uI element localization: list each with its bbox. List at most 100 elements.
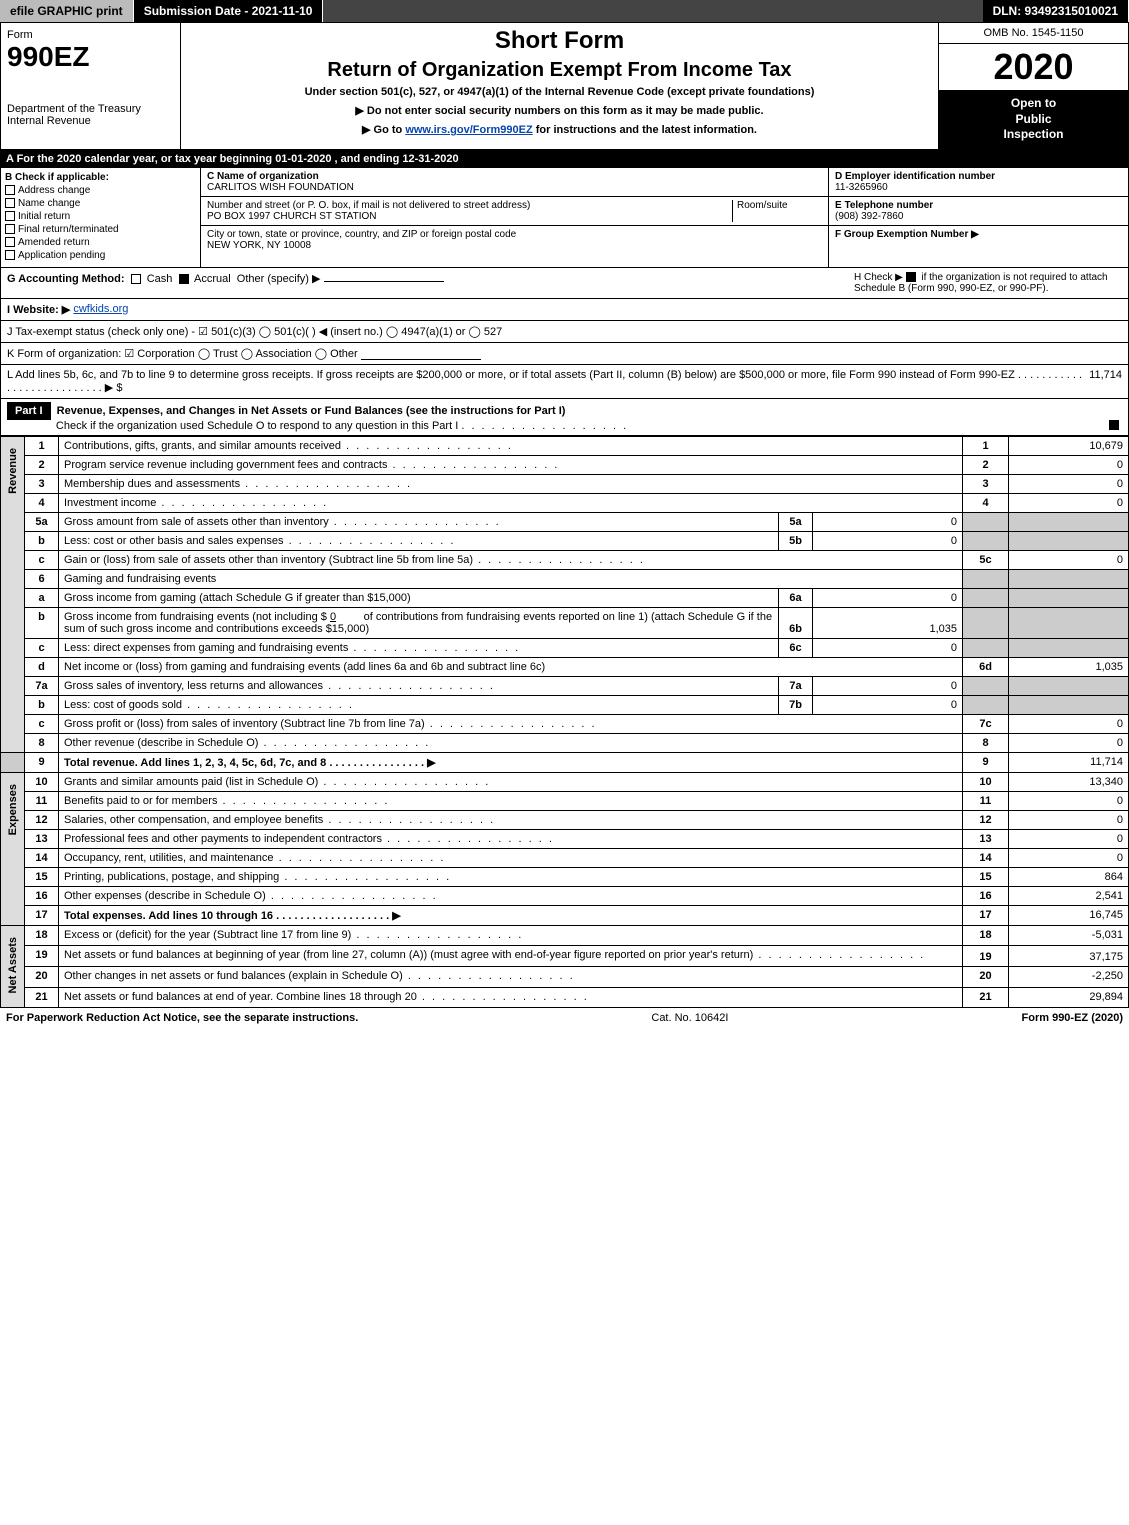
line-21: 21 Net assets or fund balances at end of… bbox=[1, 987, 1129, 1008]
line-num: b bbox=[25, 695, 59, 714]
line-17: 17 Total expenses. Add lines 10 through … bbox=[1, 905, 1129, 925]
chk-name-change[interactable]: Name change bbox=[5, 198, 196, 209]
chk-final-return[interactable]: Final return/terminated bbox=[5, 224, 196, 235]
chk-address-change[interactable]: Address change bbox=[5, 185, 196, 196]
line-18: Net Assets 18 Excess or (deficit) for th… bbox=[1, 925, 1129, 946]
line-6: 6 Gaming and fundraising events bbox=[1, 569, 1129, 588]
open-line3: Inspection bbox=[945, 127, 1122, 143]
line-desc: Less: cost of goods sold bbox=[59, 695, 779, 714]
line-1: Revenue 1 Contributions, gifts, grants, … bbox=[1, 436, 1129, 455]
line-amount: 0 bbox=[1009, 829, 1129, 848]
line-amount: 37,175 bbox=[1009, 946, 1129, 967]
section-c: C Name of organization CARLITOS WISH FOU… bbox=[201, 168, 828, 267]
department-label: Department of the Treasury Internal Reve… bbox=[7, 103, 174, 127]
line-desc: Less: cost or other basis and sales expe… bbox=[59, 531, 779, 550]
mini-ref: 6b bbox=[779, 607, 813, 638]
chk-accrual[interactable] bbox=[179, 274, 189, 284]
line-desc: Printing, publications, postage, and shi… bbox=[59, 867, 963, 886]
line-amount: 0 bbox=[1009, 848, 1129, 867]
line-num: 14 bbox=[25, 848, 59, 867]
line-10: Expenses 10 Grants and similar amounts p… bbox=[1, 772, 1129, 791]
l-text: L Add lines 5b, 6c, and 7b to line 9 to … bbox=[7, 369, 1086, 394]
return-title: Return of Organization Exempt From Incom… bbox=[191, 59, 928, 82]
open-public-badge: Open to Public Inspection bbox=[939, 90, 1128, 149]
line-desc: Other revenue (describe in Schedule O) bbox=[59, 733, 963, 752]
line-amount: 2,541 bbox=[1009, 886, 1129, 905]
line-amount: 0 bbox=[1009, 493, 1129, 512]
line-desc: Gross amount from sale of assets other t… bbox=[59, 512, 779, 531]
gray-cell bbox=[1009, 676, 1129, 695]
mini-amount: 0 bbox=[813, 531, 963, 550]
line-ref: 10 bbox=[963, 772, 1009, 791]
gray-cell bbox=[1009, 607, 1129, 638]
chk-application-pending[interactable]: Application pending bbox=[5, 250, 196, 261]
footer-left: For Paperwork Reduction Act Notice, see … bbox=[6, 1012, 358, 1024]
mini-ref: 7b bbox=[779, 695, 813, 714]
line-2: 2 Program service revenue including gove… bbox=[1, 455, 1129, 474]
line-desc: Total revenue. Add lines 1, 2, 3, 4, 5c,… bbox=[59, 752, 963, 772]
line-16: 16 Other expenses (describe in Schedule … bbox=[1, 886, 1129, 905]
chk-cash[interactable] bbox=[131, 274, 141, 284]
line-amount: 0 bbox=[1009, 474, 1129, 493]
gross-receipts-row: L Add lines 5b, 6c, and 7b to line 9 to … bbox=[0, 365, 1129, 399]
section-h: H Check ▶ if the organization is not req… bbox=[842, 272, 1122, 294]
open-line2: Public bbox=[945, 112, 1122, 128]
efile-print-label[interactable]: efile GRAPHIC print bbox=[0, 0, 134, 22]
line-num: 9 bbox=[25, 752, 59, 772]
line-num: 12 bbox=[25, 810, 59, 829]
website-row: I Website: ▶ cwfkids.org bbox=[0, 299, 1129, 321]
line-desc: Salaries, other compensation, and employ… bbox=[59, 810, 963, 829]
line-num: b bbox=[25, 531, 59, 550]
fundraising-contrib-amount: 0 bbox=[330, 611, 336, 623]
line-4: 4 Investment income 4 0 bbox=[1, 493, 1129, 512]
line-num: 15 bbox=[25, 867, 59, 886]
line-amount: 13,340 bbox=[1009, 772, 1129, 791]
line-7a: 7a Gross sales of inventory, less return… bbox=[1, 676, 1129, 695]
line-13: 13 Professional fees and other payments … bbox=[1, 829, 1129, 848]
submission-date: Submission Date - 2021-11-10 bbox=[134, 0, 324, 22]
gross-receipts-amount: 11,714 bbox=[1089, 369, 1122, 394]
footer-form-id: Form 990-EZ (2020) bbox=[1022, 1012, 1123, 1024]
j-text: J Tax-exempt status (check only one) - ☑… bbox=[7, 325, 502, 338]
chk-amended-return[interactable]: Amended return bbox=[5, 237, 196, 248]
other-specify-input[interactable] bbox=[324, 281, 444, 282]
page-footer: For Paperwork Reduction Act Notice, see … bbox=[0, 1008, 1129, 1028]
line-num: c bbox=[25, 714, 59, 733]
section-b-title: B Check if applicable: bbox=[5, 172, 196, 183]
notice2-pre: ▶ Go to bbox=[362, 124, 405, 136]
other-org-input[interactable] bbox=[361, 347, 481, 360]
gray-cell bbox=[1009, 531, 1129, 550]
irs-link[interactable]: www.irs.gov/Form990EZ bbox=[405, 124, 532, 136]
gray-cell bbox=[963, 531, 1009, 550]
chk-initial-return[interactable]: Initial return bbox=[5, 211, 196, 222]
line-num: 11 bbox=[25, 791, 59, 810]
line-num: 16 bbox=[25, 886, 59, 905]
line-3: 3 Membership dues and assessments 3 0 bbox=[1, 474, 1129, 493]
h-pre: H Check ▶ bbox=[854, 272, 906, 283]
line-num: 20 bbox=[25, 967, 59, 988]
line-desc: Gross profit or (loss) from sales of inv… bbox=[59, 714, 963, 733]
line-amount: 16,745 bbox=[1009, 905, 1129, 925]
mini-ref: 7a bbox=[779, 676, 813, 695]
e-phone-label: E Telephone number bbox=[835, 200, 1122, 211]
chk-label: Final return/terminated bbox=[18, 224, 119, 235]
chk-schedule-o[interactable] bbox=[1109, 420, 1119, 430]
gray-cell bbox=[1, 752, 25, 772]
line-num: 10 bbox=[25, 772, 59, 791]
line-ref: 11 bbox=[963, 791, 1009, 810]
revenue-tab: Revenue bbox=[1, 436, 25, 752]
line-num: a bbox=[25, 588, 59, 607]
line-desc: Net income or (loss) from gaming and fun… bbox=[59, 657, 963, 676]
accrual-label: Accrual bbox=[194, 273, 231, 285]
website-link[interactable]: cwfkids.org bbox=[73, 303, 128, 316]
line-desc: Benefits paid to or for members bbox=[59, 791, 963, 810]
chk-label: Application pending bbox=[18, 250, 105, 261]
line-desc: Grants and similar amounts paid (list in… bbox=[59, 772, 963, 791]
city-label: City or town, state or province, country… bbox=[207, 229, 516, 240]
chk-schedule-b-not-required[interactable] bbox=[906, 272, 916, 282]
mini-amount: 0 bbox=[813, 512, 963, 531]
ssn-notice: ▶ Do not enter social security numbers o… bbox=[191, 104, 928, 117]
line-num: c bbox=[25, 638, 59, 657]
room-suite-label: Room/suite bbox=[732, 200, 822, 222]
ein-value: 11-3265960 bbox=[835, 182, 1122, 193]
